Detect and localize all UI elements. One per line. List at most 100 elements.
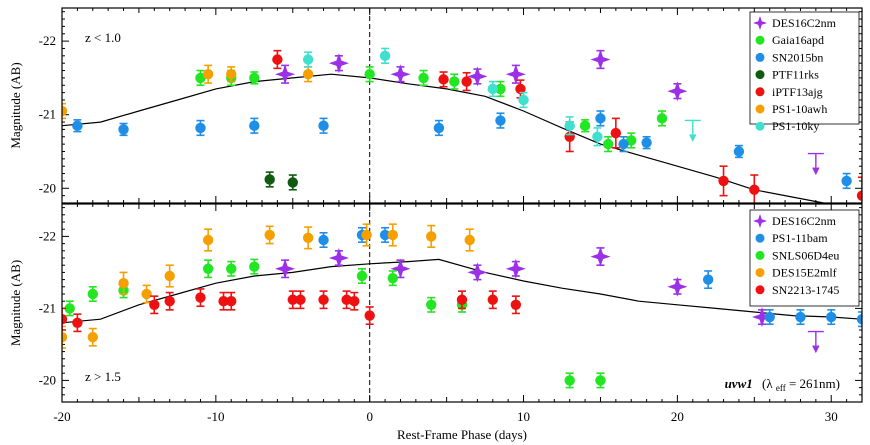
data-point-star (590, 246, 611, 267)
data-point (856, 314, 862, 325)
series-ps1-10awh (62, 64, 314, 120)
data-point (62, 314, 68, 325)
data-point (164, 270, 175, 282)
data-point (610, 127, 622, 139)
x-tick-label: -20 (53, 409, 70, 424)
legend: DES16C2nm PS1-11bam SNLS06D4eu DES15E2mlf SN… (749, 209, 860, 307)
error-bar (858, 311, 862, 328)
data-point (364, 69, 375, 80)
data-point (433, 122, 445, 134)
data-point (62, 332, 68, 343)
error-bar (62, 102, 66, 120)
legend-entry: PS1-10awh (772, 102, 827, 116)
legend-marker (755, 87, 765, 97)
data-point (287, 294, 298, 305)
template-curve (62, 73, 824, 203)
data-point (249, 72, 260, 84)
y-ticks (62, 11, 862, 204)
data-point (302, 54, 314, 65)
legend-entry: SNLS06D4eu (772, 248, 839, 262)
data-point (226, 263, 237, 274)
series-snls06d4eu (64, 258, 606, 389)
data-point (702, 274, 714, 285)
legend-marker (755, 52, 765, 62)
data-point (564, 120, 575, 131)
data-point (564, 375, 575, 386)
series-iptf13ajg (272, 49, 862, 203)
data-point (164, 296, 175, 307)
legend-entry: PS1-10ky (772, 119, 819, 133)
data-point (341, 294, 352, 305)
series-ptf11rks (264, 171, 298, 191)
data-point (249, 261, 260, 272)
data-point (461, 76, 472, 87)
series-des16c2nm (275, 49, 824, 176)
data-point (318, 234, 329, 246)
data-point (495, 83, 506, 95)
series-sn2015bn (72, 110, 852, 190)
data-point (202, 263, 214, 274)
data-point (515, 83, 526, 95)
legend-marker (755, 35, 765, 45)
data-point (118, 124, 129, 135)
series-ps1-10ky (302, 47, 701, 147)
data-point (62, 105, 68, 117)
data-point (764, 311, 775, 323)
data-point (64, 303, 75, 314)
data-point (349, 296, 360, 307)
x-ticks (61, 8, 863, 203)
data-point-star (390, 64, 411, 85)
redshift-annotation: z > 1.5 (85, 369, 121, 384)
data-point-star (328, 248, 349, 268)
data-point (592, 131, 603, 142)
x-tick-label: 10 (517, 409, 530, 424)
x-tick-label: 20 (671, 409, 684, 424)
filter-lambda: (λ (762, 376, 773, 391)
data-point (602, 138, 614, 150)
y-tick-label: -22 (39, 33, 56, 48)
legend: DES16C2nm Gaia16apd SN2015bn PTF11rks iPTF13… (749, 11, 860, 133)
data-point (364, 310, 375, 321)
legend-entry: SN2213-1745 (772, 283, 839, 297)
data-point (149, 299, 160, 310)
data-point (487, 294, 498, 305)
data-point (195, 292, 206, 303)
x-axis-label: Rest-Frame Phase (days) (397, 427, 527, 442)
x-tick-label: 30 (825, 409, 838, 424)
legend-entry: SN2015bn (772, 50, 823, 64)
data-point (72, 120, 83, 131)
data-point-star (467, 262, 488, 283)
legend-entry: PTF11rks (772, 68, 819, 82)
data-point (202, 69, 214, 80)
data-point (487, 83, 498, 95)
error-bar (858, 176, 862, 203)
y-axis-label: Magnitude (AB) (8, 260, 23, 346)
data-point (618, 138, 629, 150)
plot-area (62, 47, 862, 203)
data-point (856, 190, 862, 201)
legend-entry: DES16C2nm (772, 16, 837, 30)
y-tick-label: -20 (39, 372, 56, 387)
data-point-star (752, 307, 772, 327)
data-point (518, 94, 529, 106)
data-point (826, 311, 837, 323)
legend-entry: Gaia16apd (772, 33, 824, 47)
data-point-star (275, 258, 296, 279)
data-point (202, 234, 214, 246)
series-ps1-11bam (318, 226, 862, 328)
data-point (426, 299, 437, 310)
y-tick-label: -22 (39, 228, 56, 243)
data-point (464, 234, 475, 246)
data-point (249, 120, 260, 131)
data-point-star (505, 64, 526, 85)
data-point (87, 288, 98, 300)
x-tick-label: 0 (366, 409, 373, 424)
legend-entry: DES15E2mlf (772, 266, 837, 280)
data-point (226, 296, 237, 307)
data-point (287, 177, 298, 188)
series-des16c2nm (275, 246, 824, 354)
series-gaia16apd (195, 66, 668, 153)
error-bar (62, 325, 66, 349)
redshift-annotation: z < 1.0 (85, 30, 121, 45)
